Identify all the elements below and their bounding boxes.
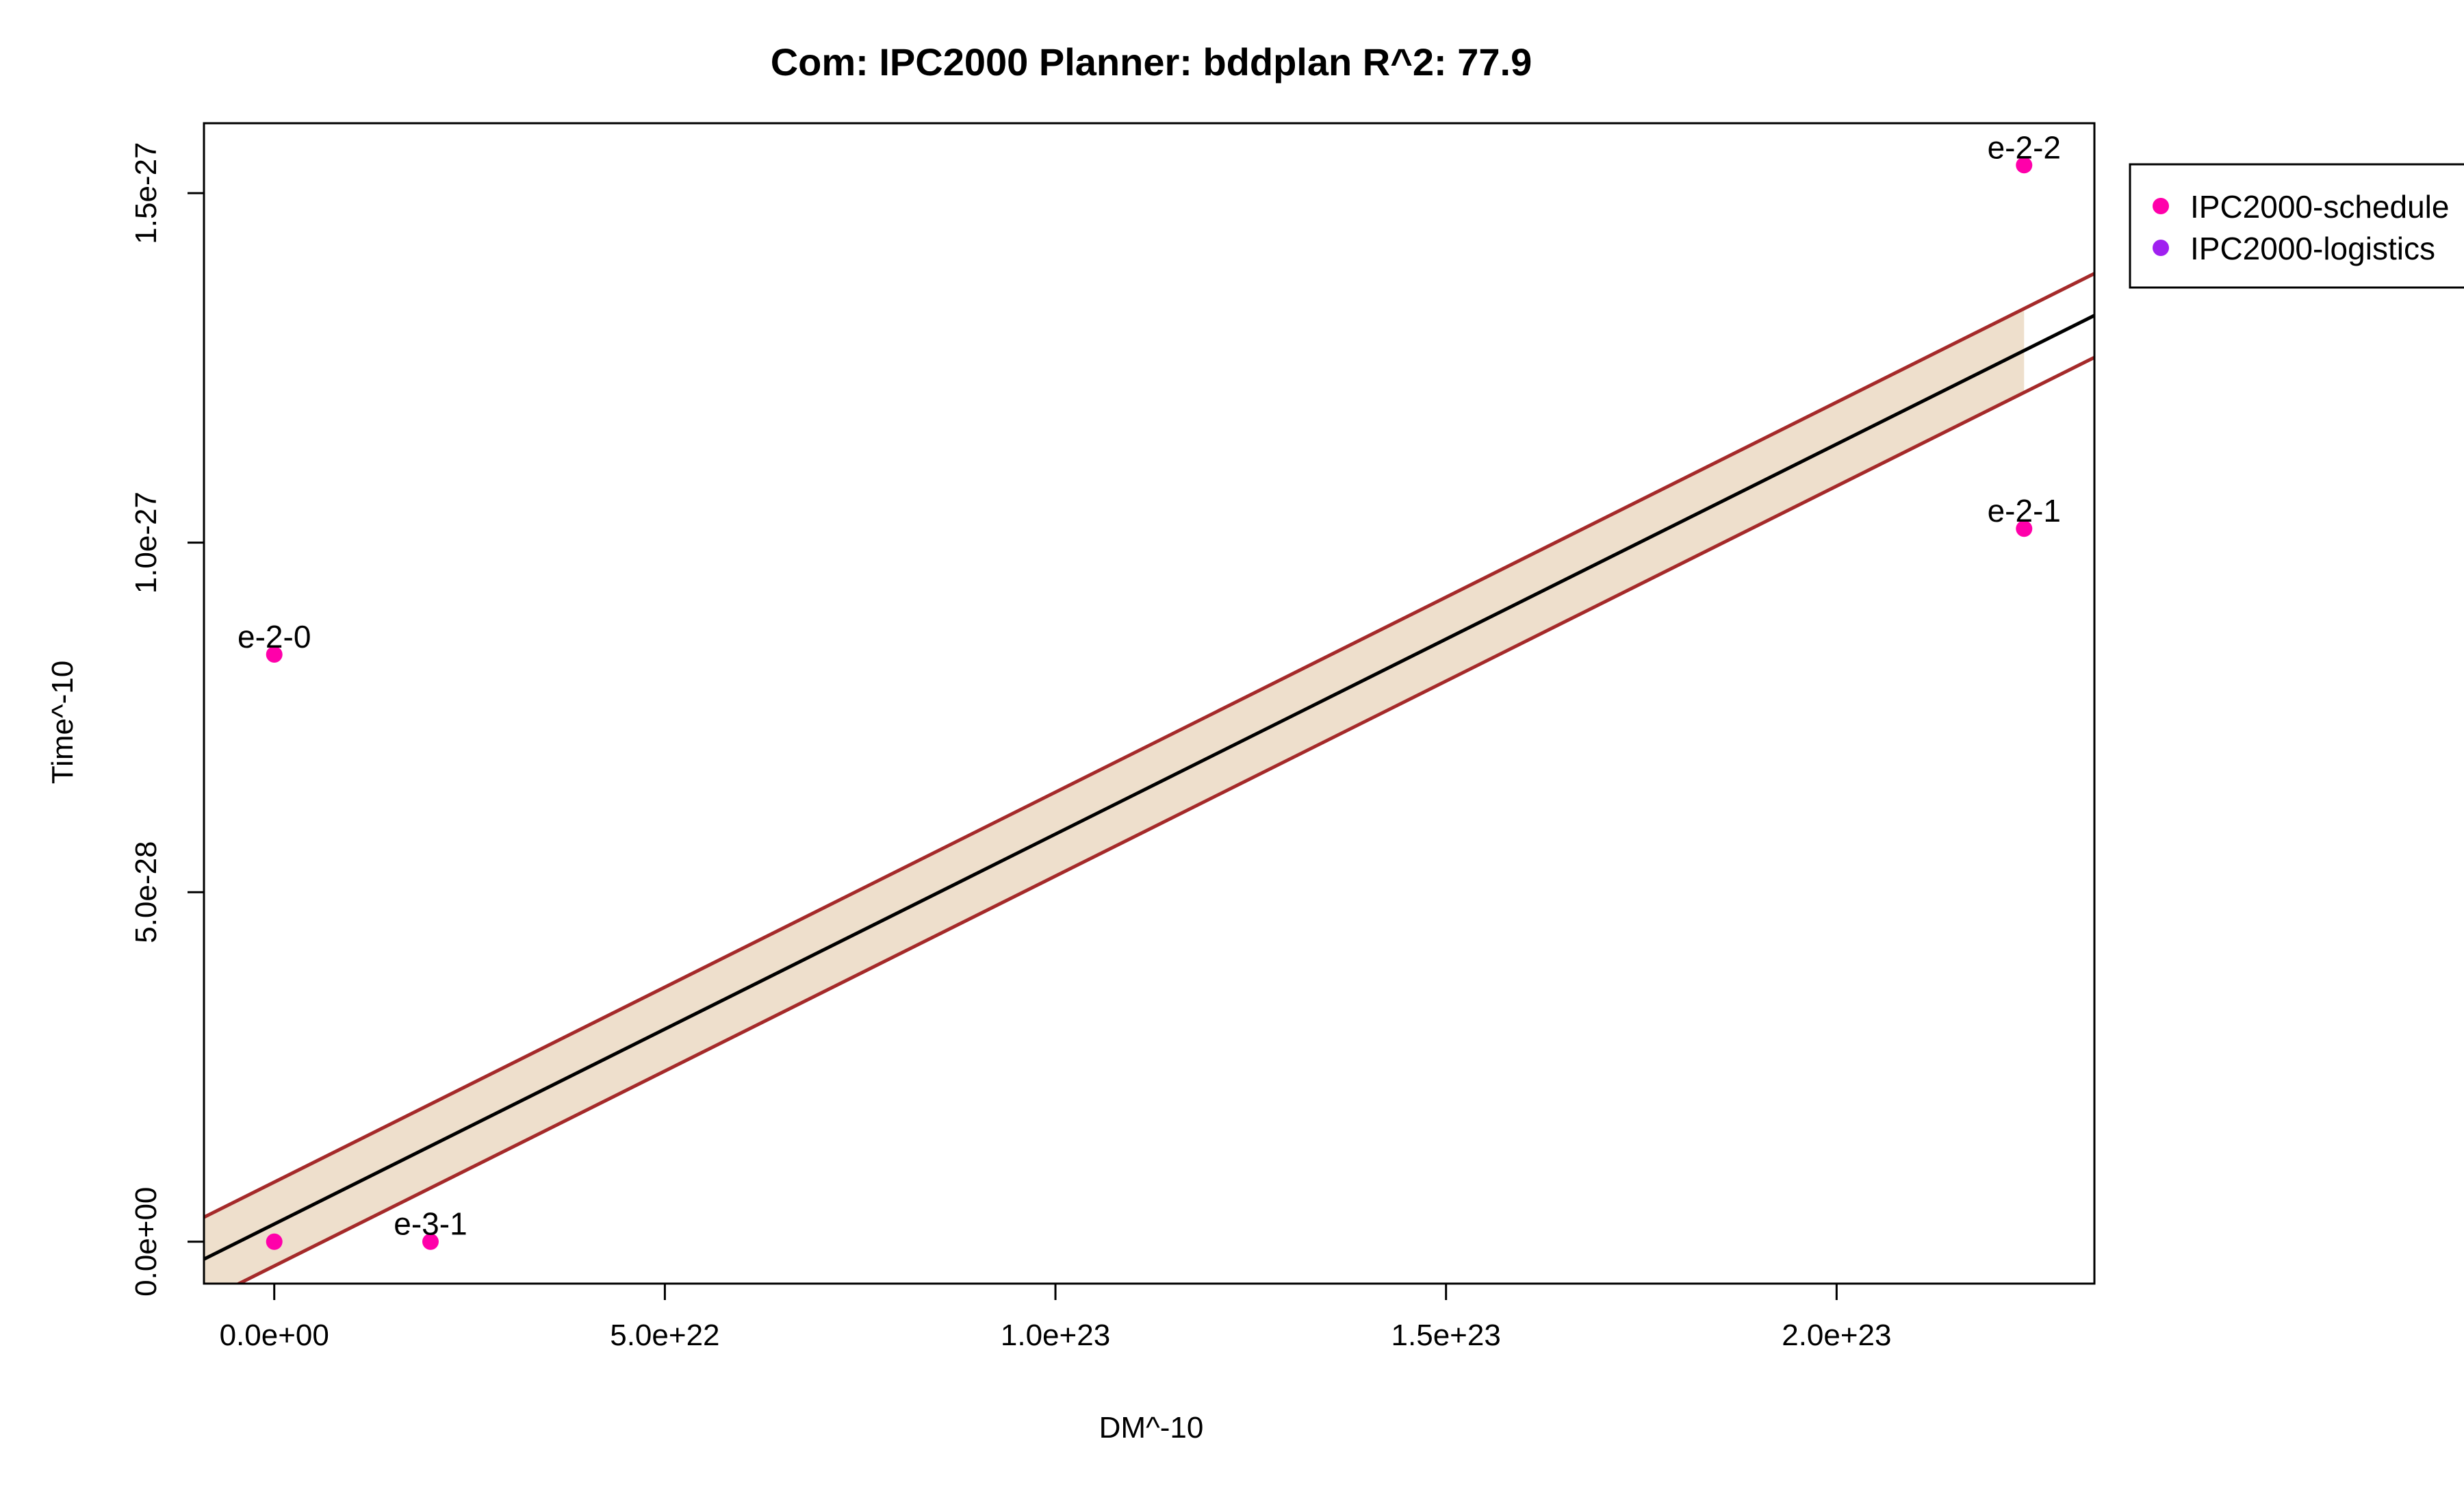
data-point [2016, 520, 2033, 537]
y-axis: 0.0e+00 5.0e-28 1.0e-27 1.5e-27 [129, 142, 204, 1297]
point-label: e-2-0 [238, 619, 311, 654]
confidence-band [204, 308, 2025, 1284]
legend-label-schedule: IPC2000-schedule [2190, 189, 2449, 225]
legend-box [2129, 163, 2464, 289]
y-tick-label: 5.0e-28 [129, 841, 163, 943]
data-point [2016, 157, 2033, 174]
chart-title: Com: IPC2000 Planner: bddplan R^2: 77.9 [771, 40, 1532, 84]
data-points: e-2-0 e-3-1 e-2-2 e-2-1 [238, 129, 2061, 1250]
band-lower-line [235, 355, 2094, 1284]
x-tick-label: 5.0e+22 [610, 1319, 719, 1352]
data-point [266, 1233, 283, 1250]
x-tick-label: 1.0e+23 [1001, 1319, 1110, 1352]
regression-line [204, 314, 2094, 1261]
point-label: e-3-1 [394, 1206, 467, 1242]
y-axis-label: Time^-10 [46, 661, 79, 784]
point-label: e-2-2 [1988, 129, 2061, 165]
legend-marker-logistics [2153, 240, 2169, 256]
point-label: e-2-1 [1988, 493, 2061, 529]
x-tick-label: 1.5e+23 [1391, 1319, 1501, 1352]
x-axis-label: DM^-10 [1099, 1411, 1204, 1445]
data-point [266, 646, 283, 663]
x-tick-label: 2.0e+23 [1782, 1319, 1891, 1352]
band-upper-line [204, 272, 2094, 1219]
plot-area [203, 122, 2096, 1285]
legend-marker-schedule [2153, 198, 2169, 214]
legend-label-logistics: IPC2000-logistics [2190, 231, 2435, 266]
y-tick-label: 1.0e-27 [129, 492, 163, 594]
y-tick-label: 1.5e-27 [129, 142, 163, 244]
legend: IPC2000-schedule IPC2000-logistics [2129, 163, 2464, 289]
y-tick-label: 0.0e+00 [129, 1187, 163, 1297]
data-point [422, 1233, 439, 1250]
x-tick-label: 0.0e+00 [220, 1319, 329, 1352]
x-axis: 0.0e+00 5.0e+22 1.0e+23 1.5e+23 2.0e+23 [220, 1284, 1892, 1352]
